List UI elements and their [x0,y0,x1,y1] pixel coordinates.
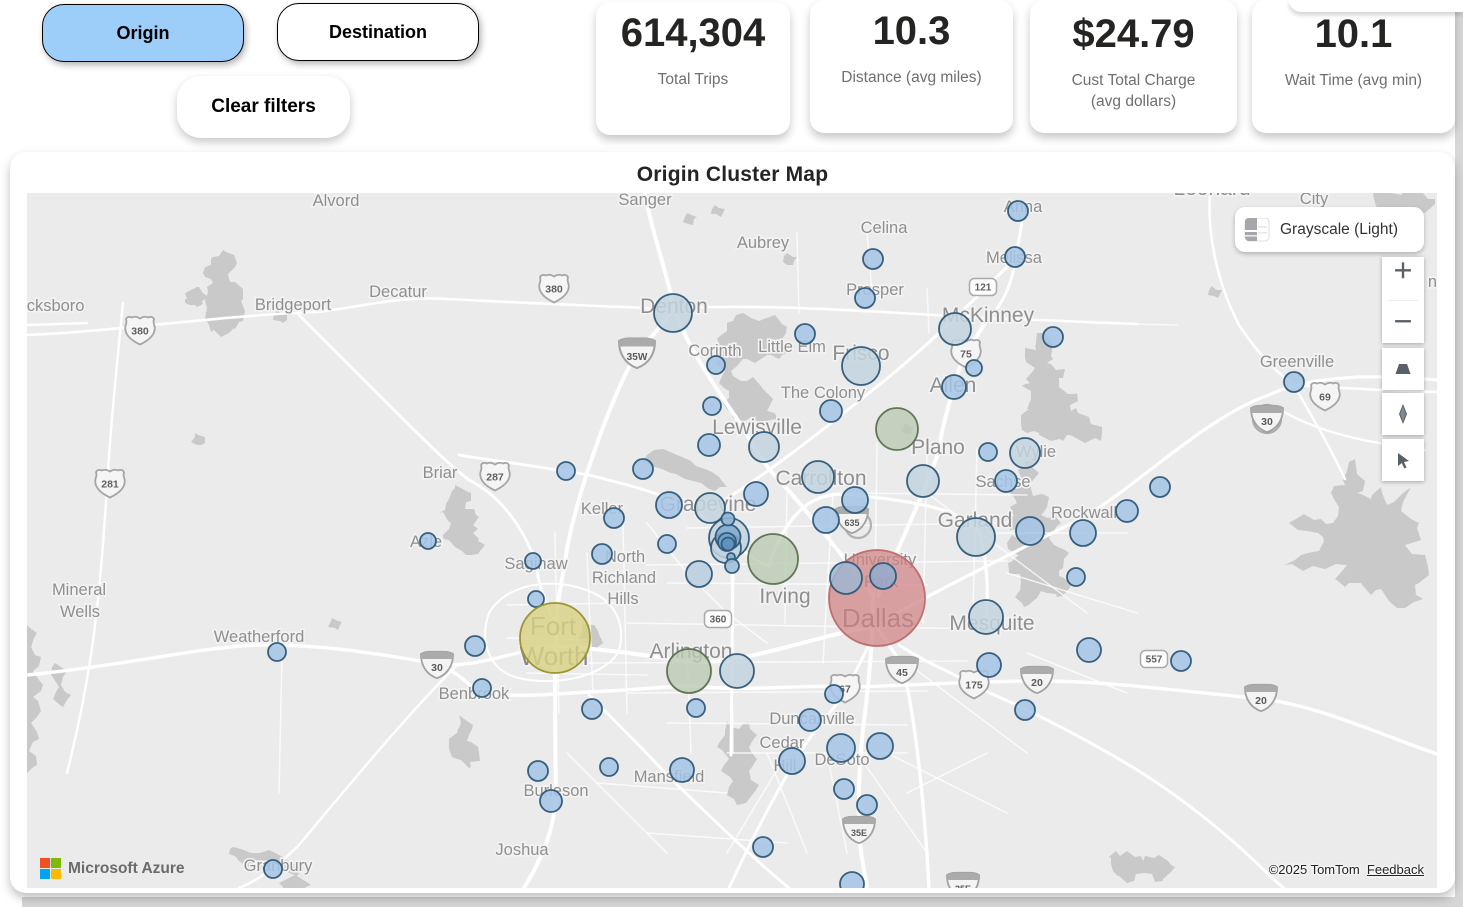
svg-text:380: 380 [131,326,149,338]
svg-text:Mineral: Mineral [52,581,106,599]
svg-text:35E: 35E [851,828,867,838]
svg-text:Leonard: Leonard [1173,193,1250,200]
svg-text:Celina: Celina [861,219,909,237]
svg-text:Briar: Briar [423,464,458,482]
svg-text:acksboro: acksboro [27,297,84,315]
svg-text:City: City [1300,193,1329,208]
svg-text:360: 360 [710,615,727,626]
svg-text:175: 175 [965,680,983,692]
svg-text:75: 75 [960,349,972,361]
svg-text:Weatherford: Weatherford [214,628,305,646]
svg-text:557: 557 [1146,655,1163,666]
svg-text:Wells: Wells [60,603,100,621]
svg-text:Hills: Hills [607,590,638,608]
svg-text:30: 30 [1261,416,1273,428]
svg-text:Corinth: Corinth [688,342,741,360]
svg-text:Sanger: Sanger [618,193,672,209]
svg-text:North: North [605,548,645,566]
svg-text:Alvord: Alvord [313,193,360,210]
svg-text:The Colony: The Colony [781,384,866,402]
svg-text:Little Elm: Little Elm [758,338,826,356]
svg-text:20: 20 [1255,695,1267,707]
svg-text:Joshua: Joshua [495,841,549,859]
svg-text:121: 121 [975,283,992,294]
svg-text:Rockwall: Rockwall [1051,504,1117,522]
svg-text:Greenville: Greenville [1260,353,1334,371]
svg-text:35W: 35W [627,352,648,363]
svg-text:Irving: Irving [759,585,810,608]
svg-text:Bridgeport: Bridgeport [255,296,332,314]
svg-text:20: 20 [1031,677,1043,689]
svg-text:69: 69 [1319,392,1331,404]
svg-text:30: 30 [431,662,443,674]
svg-text:Plano: Plano [911,436,965,459]
svg-text:35E: 35E [955,884,971,888]
svg-text:Aubrey: Aubrey [737,234,790,252]
svg-text:635: 635 [844,518,859,528]
svg-text:45: 45 [896,667,908,679]
svg-text:Decatur: Decatur [369,283,427,301]
svg-text:380: 380 [545,284,563,296]
svg-text:287: 287 [486,472,504,484]
svg-text:Richland: Richland [592,569,656,587]
svg-text:67: 67 [839,684,851,696]
svg-text:281: 281 [101,479,119,491]
svg-text:ne: ne [1428,273,1437,291]
